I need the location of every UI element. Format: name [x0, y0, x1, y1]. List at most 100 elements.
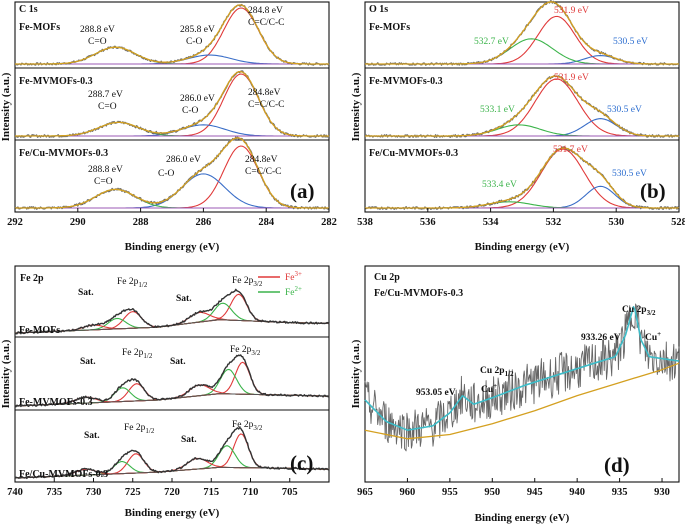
- panel-a-sample-1: Fe-MOFs: [19, 22, 60, 33]
- peak-label-energy: 284.8eV: [248, 88, 281, 98]
- x-tick-label: 940: [569, 487, 585, 498]
- x-tick-label: 740: [7, 487, 23, 498]
- peak-label-energy: 288.7 eV: [88, 90, 123, 100]
- peak-label-group: C=C/C-C: [245, 167, 282, 177]
- panel-d: 965 960 955 950 945 940 935 930 Cu 2p Fe/Cu-MVM…: [350, 265, 680, 524]
- x-tick-label: 960: [400, 487, 416, 498]
- legend-label-fe3: Fe3+: [285, 270, 302, 283]
- peak-label-energy: 285.8 eV: [180, 25, 215, 35]
- sat-label: Sat.: [176, 294, 192, 304]
- panel-a-row-3-curves: [14, 136, 330, 210]
- peak-label-energy: 533.1 eV: [480, 105, 515, 115]
- peak-label-group: C=O: [94, 177, 113, 187]
- fe2p12-label: Fe 2p1/2: [124, 423, 155, 435]
- x-tick-label: 532: [546, 217, 562, 228]
- x-tick-label: 288: [133, 217, 149, 228]
- panel-c-xlabel: Binding energy (eV): [125, 507, 220, 519]
- legend-label-fe2: Fe2+: [285, 285, 302, 298]
- peak-label-energy: 531.9 eV: [554, 73, 589, 83]
- panel-c-sample-2: Fe-MVMOFs-0.3: [19, 397, 93, 408]
- fit-envelope: [15, 4, 329, 65]
- panel-d-curves: [364, 303, 680, 452]
- panel-c-sample-3: Fe/Cu-MVMOFs-0.3: [19, 469, 108, 480]
- panel-b-row-1-curves: [364, 0, 680, 66]
- panel-a-ticks: 292 290 288 286 284 282: [7, 208, 337, 228]
- component-peak: [15, 124, 329, 137]
- panel-c-row-2-curves: [14, 354, 330, 408]
- component-peak: [365, 124, 679, 137]
- peak-label-group: C-O: [182, 106, 199, 116]
- panel-a-label: (a): [290, 179, 315, 203]
- peak-label-group: C=C/C-C: [248, 18, 285, 28]
- fit-envelope: [365, 147, 679, 209]
- panel-b: 538 536 534 532 530 528 O 1s Fe-MOFs Fe-MVMOF…: [350, 0, 685, 253]
- panel-d-ticks: 965 960 955 950 945 940 935 930: [357, 478, 670, 498]
- panel-b-frame: [364, 1, 680, 213]
- panel-a-title: C 1s: [19, 4, 38, 15]
- fit-envelope: [365, 1, 679, 65]
- component-peak: [15, 121, 329, 137]
- peak-label-energy: 284.8eV: [245, 155, 278, 165]
- fit-envelope: [15, 137, 329, 209]
- x-tick-label: 950: [484, 487, 500, 498]
- peak-label-energy: 288.8 eV: [88, 165, 123, 175]
- fe2p32-label: Fe 2p3/2: [232, 276, 263, 288]
- x-tick-label: 284: [258, 217, 275, 228]
- x-tick-label: 935: [612, 487, 628, 498]
- panel-d-label: (d): [604, 453, 630, 477]
- panel-a-ylabel: Intensity (a.u.): [0, 72, 12, 141]
- fe2p32-label: Fe 2p3/2: [232, 420, 263, 432]
- fe2p12-label: Fe 2p1/2: [117, 277, 148, 289]
- panel-c: 740 735 730 725 720 715 710 705 Fe 2p Fe-MOFs F…: [0, 265, 330, 519]
- x-tick-label: 715: [203, 487, 219, 498]
- sat-label: Sat.: [78, 288, 94, 298]
- panel-a-sample-3: Fe/Cu-MVMOFs-0.3: [19, 148, 108, 159]
- panel-b-label: (b): [640, 179, 666, 203]
- component-peak: [14, 302, 330, 334]
- sat-label: Sat.: [80, 357, 96, 367]
- x-tick-label: 965: [357, 487, 373, 498]
- panel-c-ticks: 740 735 730 725 720 715 710 705: [7, 478, 298, 498]
- peak-label-energy: 288.8 eV: [80, 25, 115, 35]
- panel-c-legend: Fe3+ Fe2+: [258, 270, 302, 298]
- x-tick-label: 730: [86, 487, 102, 498]
- component-peak: [15, 173, 329, 209]
- panel-c-row-1-curves: [14, 288, 330, 335]
- x-tick-label: 528: [671, 217, 685, 228]
- fit-envelope: [15, 70, 329, 137]
- peak-label-energy: 531.7 eV: [553, 145, 588, 155]
- peak-label-energy: 530.5 eV: [613, 37, 648, 47]
- panel-c-label: (c): [290, 451, 313, 475]
- panel-c-title: Fe 2p: [20, 273, 44, 284]
- panel-b-sample-1: Fe-MOFs: [369, 22, 410, 33]
- measured-spectrum: [14, 426, 330, 480]
- panel-b-xlabel: Binding energy (eV): [475, 241, 570, 253]
- x-tick-label: 945: [527, 487, 543, 498]
- sat-label: Sat.: [84, 431, 100, 441]
- panel-a-row-2-curves: [14, 70, 330, 138]
- panel-b-title: O 1s: [369, 4, 388, 15]
- panel-c-ylabel: Intensity (a.u.): [0, 339, 12, 408]
- panel-d-ylabel: Intensity (a.u.): [350, 339, 362, 408]
- sat-label: Sat.: [170, 357, 186, 367]
- x-tick-label: 955: [442, 487, 458, 498]
- fit-envelope: [364, 306, 680, 431]
- background-line: [364, 362, 680, 440]
- panel-d-xlabel: Binding energy (eV): [475, 512, 570, 524]
- x-tick-label: 725: [125, 487, 141, 498]
- panel-d-sample: Fe/Cu-MVMOFs-0.3: [374, 288, 463, 299]
- peak-label-group: C-O: [158, 169, 175, 179]
- panel-c-frame: [14, 265, 330, 483]
- panel-a-row-1-curves: [14, 3, 330, 66]
- peak-label-energy: 286.0 eV: [180, 94, 215, 104]
- x-tick-label: 705: [282, 487, 298, 498]
- peak-label-energy: 530.5 eV: [607, 105, 642, 115]
- peak-label-energy: 284.8 eV: [248, 6, 283, 16]
- peak-label-energy: 286.0 eV: [166, 155, 201, 165]
- panel-c-row-3-curves: [14, 426, 330, 480]
- cu-plus-label: Cu+: [645, 330, 661, 343]
- cu-plus-label: Cu+: [481, 382, 497, 395]
- x-tick-label: 930: [654, 487, 670, 498]
- panel-a: 292 290 288 286 284 282 C 1s Fe-MOFs Fe-MVMOF…: [0, 1, 337, 253]
